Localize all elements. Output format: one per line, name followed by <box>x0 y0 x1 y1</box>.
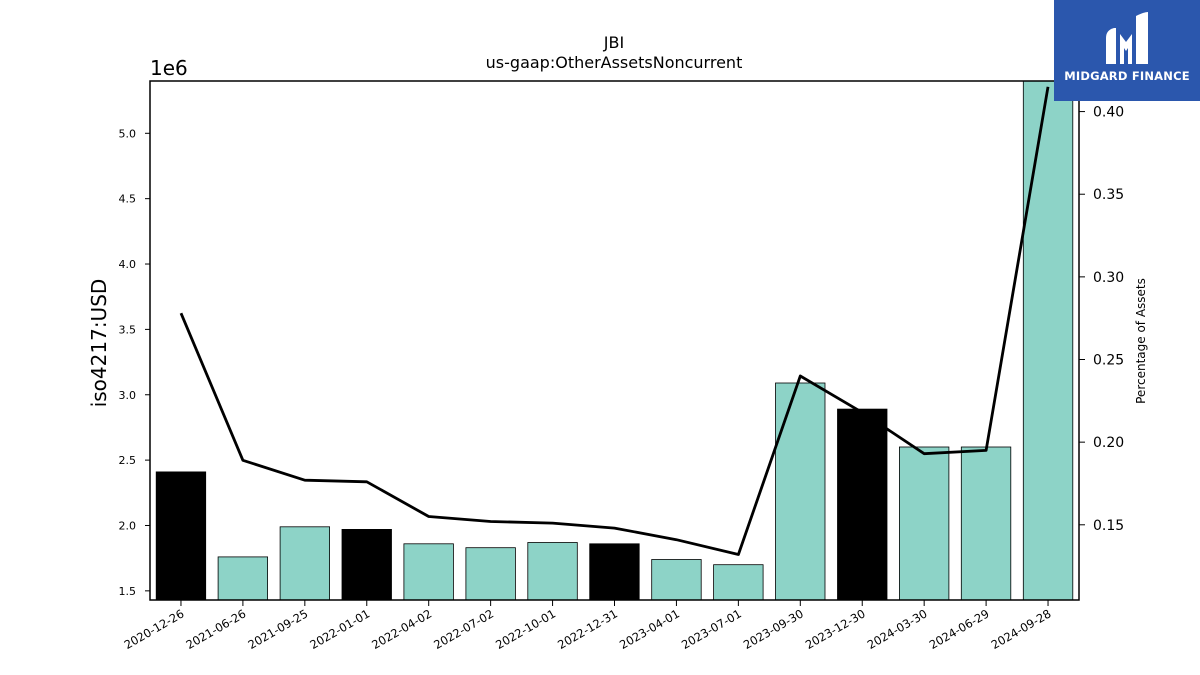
y2-tick-label: 0.35 <box>1093 187 1124 203</box>
bar-2023-12-30 <box>837 408 888 601</box>
x-tick-label: 2024-06-29 <box>927 606 992 652</box>
pct-assets-line <box>179 86 1050 556</box>
y-tick-label: 1.5 <box>119 585 137 598</box>
x-tick-label: 2022-10-01 <box>493 606 558 652</box>
brand-logo: MIDGARD FINANCE <box>1054 0 1200 101</box>
y2-tick-label: 0.25 <box>1093 353 1124 369</box>
chart-title: JBI <box>603 33 624 52</box>
line-layer <box>179 86 1050 556</box>
bar-2024-09-28 <box>1022 80 1074 601</box>
y2-axis-label: Percentage of Assets <box>1134 278 1148 404</box>
y-tick-label: 4.0 <box>119 258 137 271</box>
bar-2022-07-02 <box>465 547 516 601</box>
y2-axis-ticks: 0.15 0.20 0.25 0.30 0.35 0.40 <box>1079 105 1124 534</box>
bar-2022-12-31 <box>589 543 640 601</box>
y2-tick-label: 0.40 <box>1093 105 1124 121</box>
x-tick-label: 2024-03-30 <box>865 606 930 652</box>
bar-2020-12-26 <box>155 471 207 601</box>
y2-tick-label: 0.30 <box>1093 270 1124 286</box>
x-tick-label: 2023-04-01 <box>617 606 682 652</box>
y-tick-label: 3.0 <box>119 389 137 402</box>
y2-tick-label: 0.20 <box>1093 435 1124 451</box>
x-tick-label: 2020-12-26 <box>122 606 187 652</box>
x-tick-label: 2022-04-02 <box>369 606 434 652</box>
x-axis-ticks: 2020-12-262021-06-262021-09-252022-01-01… <box>122 600 1054 652</box>
x-tick-label: 2022-12-31 <box>555 606 620 652</box>
bars-layer <box>155 80 1074 601</box>
x-tick-label: 2023-09-30 <box>741 606 806 652</box>
y-tick-label: 5.0 <box>119 127 137 140</box>
y-tick-label: 2.0 <box>119 519 137 532</box>
y2-tick-label: 0.15 <box>1093 518 1124 534</box>
x-tick-label: 2023-07-01 <box>679 606 744 652</box>
y-tick-label: 2.5 <box>119 454 137 467</box>
bar-2024-06-29 <box>960 446 1012 601</box>
y-axis-label: iso4217:USD <box>87 279 111 408</box>
x-tick-label: 2021-09-25 <box>245 606 310 652</box>
bar-2021-09-25 <box>279 526 331 601</box>
x-tick-label: 2024-09-28 <box>989 606 1054 652</box>
bar-2021-06-26 <box>217 556 269 601</box>
x-tick-label: 2021-06-26 <box>184 606 249 652</box>
x-tick-label: 2022-01-01 <box>307 606 372 652</box>
y-offset-label: 1e6 <box>150 56 188 80</box>
bar-2023-09-30 <box>775 382 826 601</box>
bar-2024-03-30 <box>899 446 950 601</box>
logo-mark-icon <box>1106 12 1148 64</box>
logo-text: MIDGARD FINANCE <box>1064 69 1190 83</box>
y-tick-label: 3.5 <box>119 323 137 336</box>
bar-2023-04-01 <box>651 559 702 601</box>
x-tick-label: 2022-07-02 <box>431 606 496 652</box>
x-tick-label: 2023-12-30 <box>803 606 868 652</box>
bar-2022-10-01 <box>527 542 578 601</box>
y-tick-label: 4.5 <box>119 193 137 206</box>
bar-2022-04-02 <box>403 543 454 601</box>
bar-2022-01-01 <box>341 529 392 601</box>
chart-subtitle: us-gaap:OtherAssetsNoncurrent <box>486 53 743 72</box>
bar-2023-07-01 <box>713 564 764 601</box>
y-axis-ticks: 1.5 2.0 2.5 3.0 3.5 4.0 4.5 5.0 <box>119 127 150 598</box>
